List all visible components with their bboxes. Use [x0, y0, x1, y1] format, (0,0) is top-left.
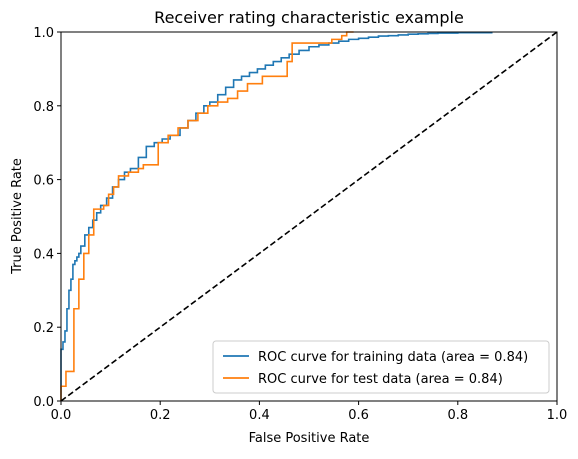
y-tick-label: 0.8 [33, 100, 54, 115]
diagonal-reference-line [60, 31, 558, 402]
y-tick-label: 0.6 [33, 174, 54, 189]
plot-frame [60, 31, 558, 402]
y-axis-label: True Positive Rate [10, 158, 25, 275]
y-tick-label: 0.4 [33, 247, 54, 262]
x-tick-label: 1.0 [547, 408, 568, 423]
series-line-1 [60, 31, 354, 401]
y-tick-label: 0.2 [33, 321, 54, 336]
plot-area [60, 31, 558, 402]
series-line-0 [60, 31, 493, 401]
legend-label: ROC curve for test data (area = 0.84) [258, 372, 503, 387]
x-tick-label: 0.6 [348, 408, 369, 423]
legend-label: ROC curve for training data (area = 0.84… [258, 350, 528, 365]
x-tick-label: 0.0 [51, 408, 72, 423]
chart-title: Receiver rating characteristic example [154, 8, 464, 27]
y-tick-label: 1.0 [33, 26, 54, 41]
legend-box [212, 340, 550, 394]
y-tick-label: 0.0 [33, 395, 54, 410]
y-axis: 0.0 0.2 0.4 0.6 0.8 1.0 [33, 26, 61, 410]
x-tick-label: 0.2 [150, 408, 171, 423]
x-axis-label: False Positive Rate [249, 431, 370, 446]
legend: ROC curve for training data (area = 0.84… [212, 340, 550, 394]
x-tick-label: 0.8 [447, 408, 468, 423]
series-layer [60, 31, 558, 402]
x-tick-label: 0.4 [249, 408, 270, 423]
x-axis: 0.0 0.2 0.4 0.6 0.8 1.0 [51, 401, 568, 423]
